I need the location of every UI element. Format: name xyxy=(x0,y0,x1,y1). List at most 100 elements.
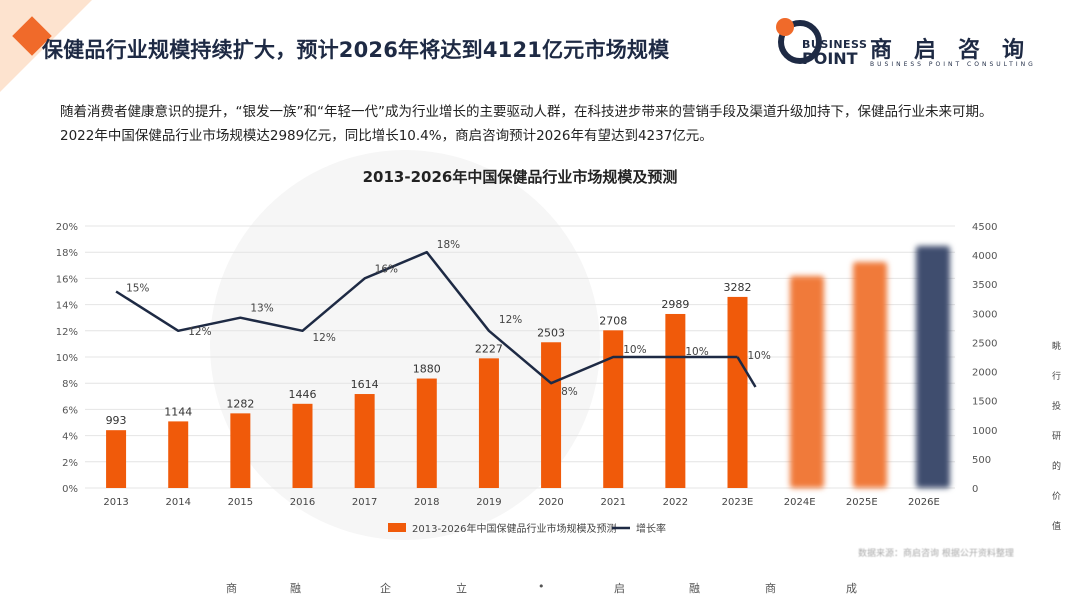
chart-title: 2013-2026年中国保健品行业市场规模及预测 xyxy=(363,168,678,186)
line-value-label: 15% xyxy=(126,283,149,295)
y-right-tick-label: 2500 xyxy=(972,338,997,349)
bar xyxy=(292,403,313,488)
y-right-tick-label: 2000 xyxy=(972,368,997,379)
footer-char: 商 xyxy=(765,582,776,595)
x-tick-label: 2015 xyxy=(228,497,253,508)
bar-value-label: 2227 xyxy=(475,342,503,355)
bar-value-label: 2503 xyxy=(537,326,565,339)
y-left-tick-label: 6% xyxy=(62,405,78,416)
bar xyxy=(603,330,624,488)
side-text-char: 行 xyxy=(1052,372,1062,382)
line-value-label: 12% xyxy=(313,332,336,344)
legend-bar-label: 2013-2026年中国保健品行业市场规模及预测 xyxy=(412,522,617,535)
logo-en-line1: BUSINESS xyxy=(802,38,868,51)
bar-value-label: 1446 xyxy=(289,388,317,401)
footer-char: 启 xyxy=(614,582,625,595)
y-left-tick-label: 18% xyxy=(56,248,78,259)
x-tick-label: 2020 xyxy=(538,497,563,508)
x-tick-label: 2025E xyxy=(846,497,878,508)
legend-line-label: 增长率 xyxy=(636,522,666,535)
forecast-bar-2024e xyxy=(790,276,824,488)
bar-value-label: 1282 xyxy=(226,397,254,410)
logo-cn: 商启咨询 xyxy=(870,38,1047,63)
side-text-char: 眺 xyxy=(1052,342,1062,352)
footer-char: 成 xyxy=(846,582,857,595)
y-left-tick-label: 2% xyxy=(62,458,78,469)
x-tick-label: 2018 xyxy=(414,497,439,508)
x-tick-label: 2019 xyxy=(476,497,501,508)
bar xyxy=(354,394,375,488)
forecast-bar-2026e xyxy=(916,246,950,488)
line-value-label: 12% xyxy=(499,314,522,326)
bar xyxy=(727,296,748,488)
y-right-tick-label: 4500 xyxy=(972,222,997,233)
bar-value-label: 3282 xyxy=(724,281,752,294)
line-value-label: 10% xyxy=(748,350,771,362)
bar xyxy=(168,421,189,488)
side-text-char: 值 xyxy=(1052,522,1062,532)
bar-value-label: 1614 xyxy=(351,378,379,391)
x-tick-label: 2017 xyxy=(352,497,377,508)
legend-bar-swatch xyxy=(388,523,406,532)
x-tick-label: 2013 xyxy=(103,497,128,508)
line-value-label: 16% xyxy=(375,263,398,275)
y-left-tick-label: 8% xyxy=(62,379,78,390)
x-tick-label: 2023E xyxy=(722,497,754,508)
line-value-label: 13% xyxy=(250,303,273,315)
bar-value-label: 2989 xyxy=(661,298,689,311)
logo-sub: BUSINESS POINT CONSULTING xyxy=(870,61,1036,68)
y-left-tick-label: 14% xyxy=(56,301,78,312)
logo-ring-icon xyxy=(776,18,822,64)
watermark-circle xyxy=(210,150,600,540)
y-right-tick-label: 1500 xyxy=(972,397,997,408)
y-left-tick-label: 12% xyxy=(56,327,78,338)
x-tick-label: 2026E xyxy=(908,497,940,508)
y-left-tick-label: 10% xyxy=(56,353,78,364)
bar-value-label: 993 xyxy=(106,414,127,427)
footer-char: 融 xyxy=(290,582,301,595)
line-value-label: 12% xyxy=(188,326,211,338)
bar-value-label: 2708 xyxy=(599,314,627,327)
logo-en-line2: POINT xyxy=(802,49,858,68)
page-title: 保健品行业规模持续扩大，预计2026年将达到4121亿元市场规模 xyxy=(42,38,670,62)
x-tick-label: 2014 xyxy=(165,497,190,508)
side-text-char: 研 xyxy=(1052,432,1062,442)
x-tick-label: 2022 xyxy=(663,497,688,508)
y-right-tick-label: 500 xyxy=(972,455,991,466)
x-tick-label: 2024E xyxy=(784,497,816,508)
growth-rate-line-tail xyxy=(736,356,757,388)
side-text-char: 价 xyxy=(1052,492,1062,502)
bar-value-label: 1144 xyxy=(164,405,192,418)
y-left-tick-label: 4% xyxy=(62,432,78,443)
footer-char: 立 xyxy=(456,582,467,595)
y-right-tick-label: 4000 xyxy=(972,251,997,262)
bar xyxy=(541,342,562,488)
footer-char: 融 xyxy=(689,582,700,595)
line-value-label: 8% xyxy=(561,386,578,398)
side-text-char: 的 xyxy=(1052,462,1062,472)
x-tick-label: 2016 xyxy=(290,497,315,508)
bar xyxy=(478,358,499,488)
y-right-tick-label: 1000 xyxy=(972,426,997,437)
corner-decoration xyxy=(0,0,92,92)
forecast-bar-2025e xyxy=(853,262,887,488)
y-right-tick-label: 3000 xyxy=(972,309,997,320)
bar xyxy=(230,413,251,488)
line-value-label: 10% xyxy=(685,346,708,358)
y-left-tick-label: 16% xyxy=(56,274,78,285)
bar xyxy=(106,430,127,488)
x-tick-label: 2021 xyxy=(600,497,625,508)
line-value-label: 18% xyxy=(437,239,460,251)
data-source-note: 数据来源：商启咨询 根据公开资料整理 xyxy=(858,549,1014,559)
bar xyxy=(665,313,686,488)
side-text-char: 投 xyxy=(1052,402,1062,412)
footer-char: • xyxy=(538,580,545,593)
intro-paragraph: 随着消费者健康意识的提升，“银发一族”和“年轻一代”成为行业增长的主要驱动人群，… xyxy=(60,104,993,144)
bar xyxy=(416,378,437,488)
line-value-label: 10% xyxy=(623,344,646,356)
footer-char: 商 xyxy=(226,582,237,595)
y-left-tick-label: 0% xyxy=(62,484,78,495)
y-right-tick-label: 0 xyxy=(972,484,978,495)
growth-rate-line xyxy=(115,250,738,385)
